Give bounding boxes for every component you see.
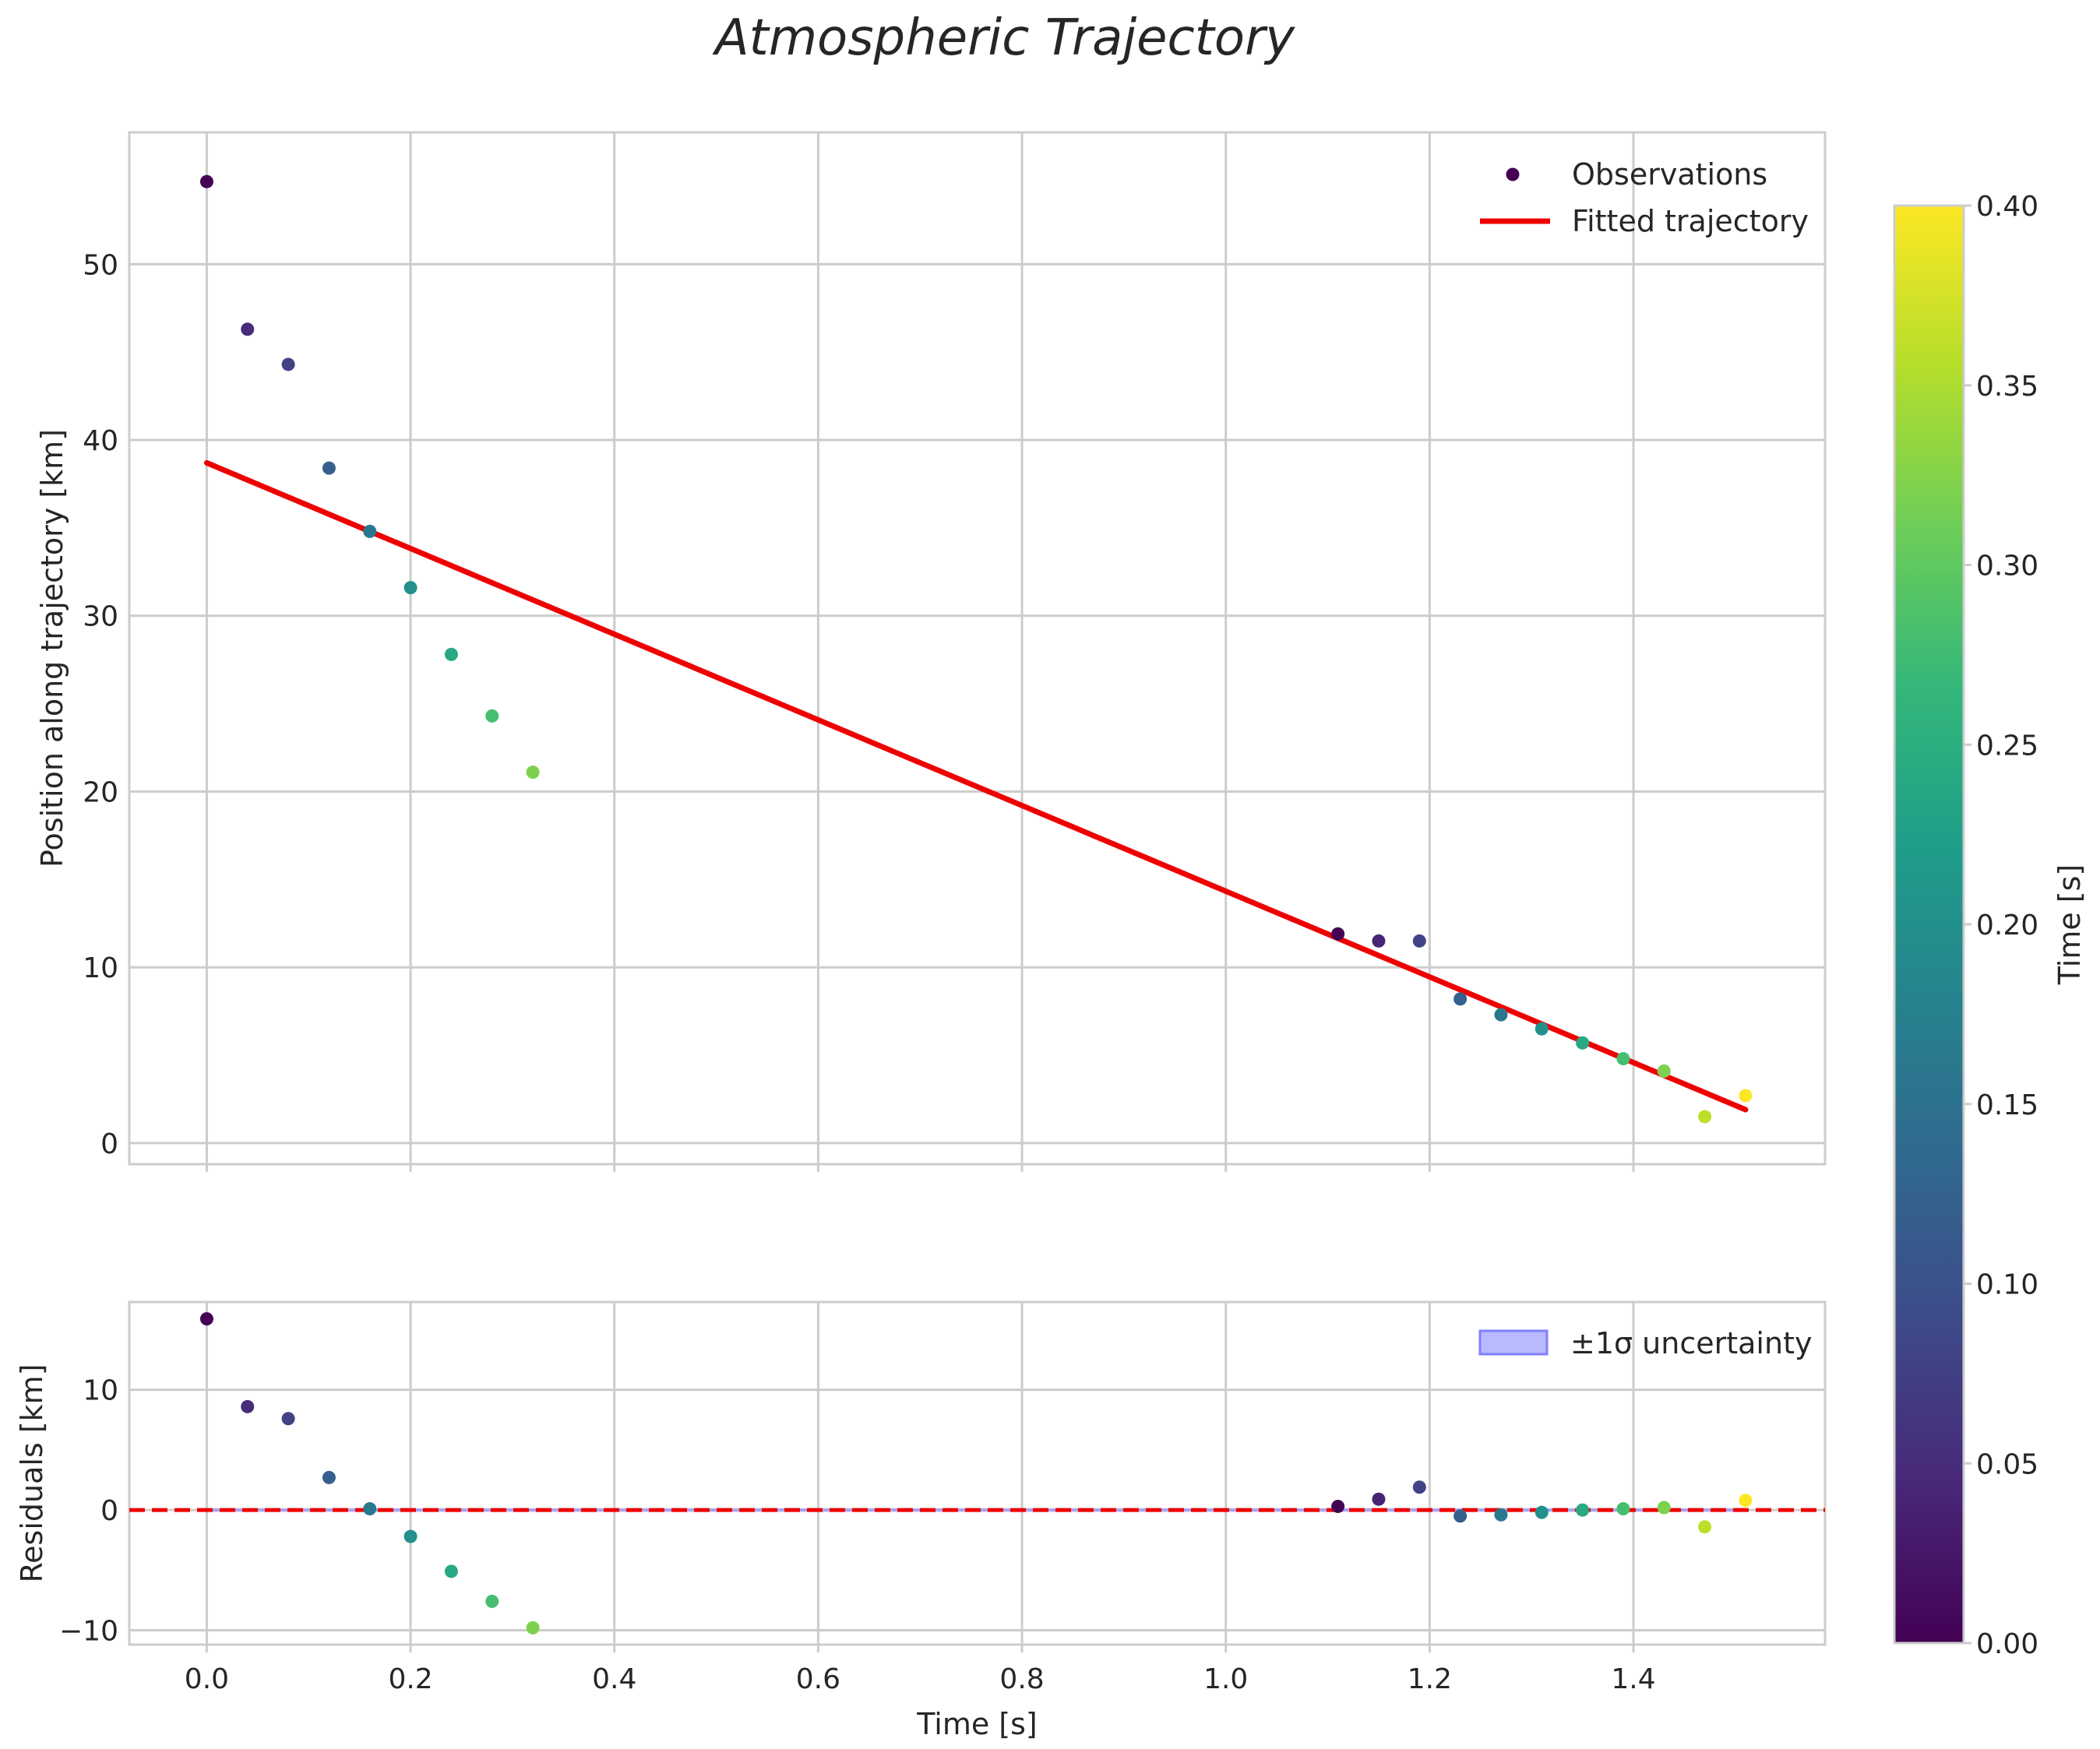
x-axis-label: Time [s] [916, 1707, 1038, 1741]
y-tick-label-40: 40 [83, 425, 118, 457]
axes-frame [128, 1300, 1827, 1646]
colorbar-tick-label-0.3: 0.30 [1976, 551, 2038, 582]
colorbar-tick-label-0.4: 0.40 [1976, 191, 2038, 223]
y-axis-label: Position along trajectory [km] [35, 429, 69, 867]
colorbar-tick-label-0.05: 0.05 [1976, 1448, 2038, 1480]
residual-point [1739, 1494, 1753, 1508]
colorbar-tick-label-0: 0.00 [1976, 1628, 2038, 1660]
residual-point [1698, 1520, 1712, 1534]
residual-point [1331, 1499, 1345, 1513]
residual-point [1534, 1505, 1549, 1519]
observation-point [281, 357, 295, 371]
x-tick-label-0.8: 0.8 [999, 1663, 1044, 1695]
colorbar-gradient [1893, 204, 1965, 1645]
residual-point [1494, 1508, 1508, 1522]
x-tick-label-1.2: 1.2 [1408, 1663, 1452, 1695]
x-tick-label-1: 1.0 [1203, 1663, 1248, 1695]
observation-point [363, 524, 377, 538]
fitted-trajectory-line [203, 459, 1749, 1113]
legend-band-swatch [1478, 1329, 1549, 1356]
observation-point [526, 765, 540, 779]
observation-point [241, 322, 255, 336]
observation-point [1453, 992, 1468, 1006]
colorbar-tick-label-0.25: 0.25 [1976, 730, 2038, 762]
residual-point [1372, 1492, 1386, 1506]
y-tick-label-20: 20 [83, 776, 118, 808]
colorbar-tick-label-0.2: 0.20 [1976, 910, 2038, 941]
residual-point [1616, 1502, 1630, 1516]
observation-point [322, 461, 336, 475]
colorbar-label: Time [s] [2052, 864, 2087, 986]
residual-point [322, 1470, 336, 1484]
residual-point [281, 1412, 295, 1426]
observation-point [1372, 934, 1386, 948]
y-tick-label-10: 10 [83, 1375, 118, 1407]
x-tick-label-1.4: 1.4 [1611, 1663, 1655, 1695]
observation-point [1698, 1110, 1712, 1124]
y-tick-label-10: 10 [83, 952, 118, 984]
colorbar-tick-label-0.35: 0.35 [1976, 371, 2038, 403]
residual-point [1657, 1501, 1671, 1515]
residual-point [485, 1594, 499, 1608]
y-tick-label-0: 0 [100, 1128, 118, 1160]
observation-point [1494, 1008, 1508, 1022]
legend-fit-label: Fitted trajectory [1572, 204, 1809, 238]
observation-point [1331, 927, 1345, 941]
x-tick-label-0: 0.0 [185, 1663, 229, 1695]
observation-point [199, 174, 213, 188]
colorbar-tick-label-0.15: 0.15 [1976, 1089, 2038, 1121]
residual-point [1576, 1503, 1590, 1517]
observation-point [444, 647, 458, 661]
y-tick-label-0: 0 [100, 1495, 118, 1527]
figure-title: Atmospheric Trajectory [712, 9, 1295, 67]
residual-point [1412, 1480, 1426, 1494]
bottom-axes: 0.0 0.2 0.4 0.6 0.8 1.0 1.2 1.4 −10 0 10 Residuals … [15, 1300, 1827, 1741]
y-tick-label-30: 30 [83, 601, 118, 633]
observation-point [1576, 1036, 1590, 1050]
x-tick-label-0.6: 0.6 [796, 1663, 840, 1695]
legend-band-label: ±1σ uncertainty [1570, 1326, 1812, 1360]
observation-point [1534, 1022, 1549, 1036]
legend-observations-label: Observations [1572, 157, 1767, 192]
legend-observations-marker [1506, 167, 1520, 181]
residual-point [1453, 1509, 1468, 1523]
observation-point [1412, 934, 1426, 948]
y-tick-label-50: 50 [83, 249, 118, 281]
observation-point [1739, 1089, 1753, 1103]
residual-point [526, 1621, 540, 1635]
observation-point [485, 709, 499, 723]
observation-point [403, 581, 418, 595]
colorbar-tick-label-0.1: 0.10 [1976, 1269, 2038, 1301]
colorbar: 0.00 0.05 0.10 0.15 0.20 0.25 0.30 0.35 0.40 Time… [1893, 191, 2087, 1660]
y-tick-label--10: −10 [59, 1615, 118, 1647]
top-axes: 0 10 20 30 40 50 Position along trajectory [km… [35, 131, 1827, 1172]
y-axis-label: Residuals [km] [15, 1364, 49, 1582]
axes-frame [128, 131, 1827, 1166]
residual-point [199, 1312, 213, 1326]
residual-point [403, 1529, 418, 1543]
residual-point [241, 1399, 255, 1413]
observation-point [1616, 1052, 1630, 1066]
x-tick-label-0.2: 0.2 [388, 1663, 432, 1695]
residual-point [363, 1502, 377, 1516]
observation-point [1657, 1064, 1671, 1078]
x-tick-label-0.4: 0.4 [592, 1663, 636, 1695]
residual-point [444, 1564, 458, 1578]
